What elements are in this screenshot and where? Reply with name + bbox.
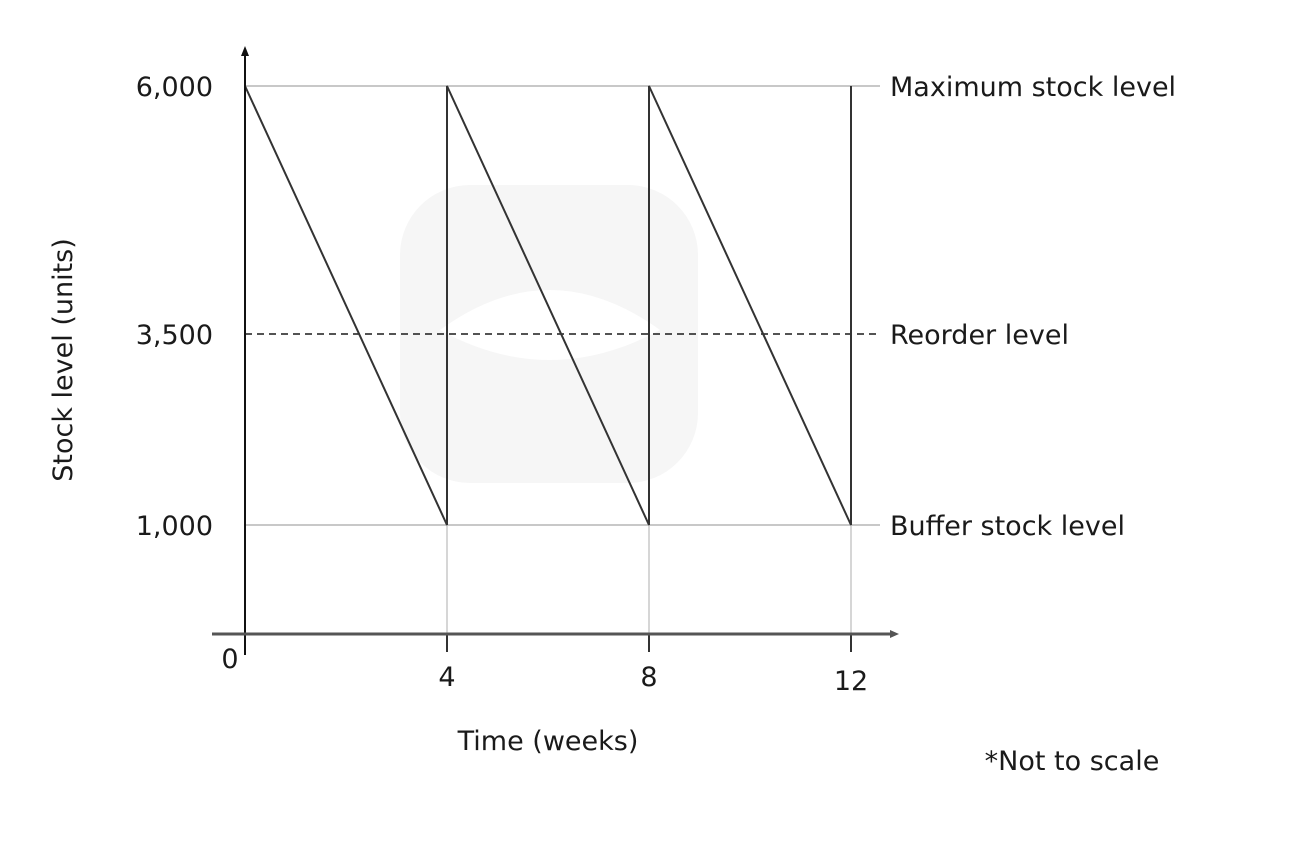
x-tick-label: 0	[221, 644, 238, 675]
y-tick-label: 6,000	[136, 72, 213, 103]
x-axis-label: Time (weeks)	[457, 726, 639, 757]
y-tick-label: 3,500	[136, 320, 213, 351]
x-tick-label: 8	[640, 662, 657, 693]
y-axis-label: Stock level (units)	[48, 238, 79, 482]
x-axis-arrow	[890, 630, 899, 638]
reference-line-label: Buffer stock level	[890, 511, 1125, 542]
not-to-scale-note: *Not to scale	[985, 746, 1160, 777]
x-tick-label: 4	[438, 662, 455, 693]
x-tick-label: 12	[834, 666, 868, 697]
y-tick-label: 1,000	[136, 511, 213, 542]
reference-line-label: Reorder level	[890, 320, 1069, 351]
y-axis-arrow	[241, 46, 249, 56]
reference-line-label: Maximum stock level	[890, 72, 1176, 103]
